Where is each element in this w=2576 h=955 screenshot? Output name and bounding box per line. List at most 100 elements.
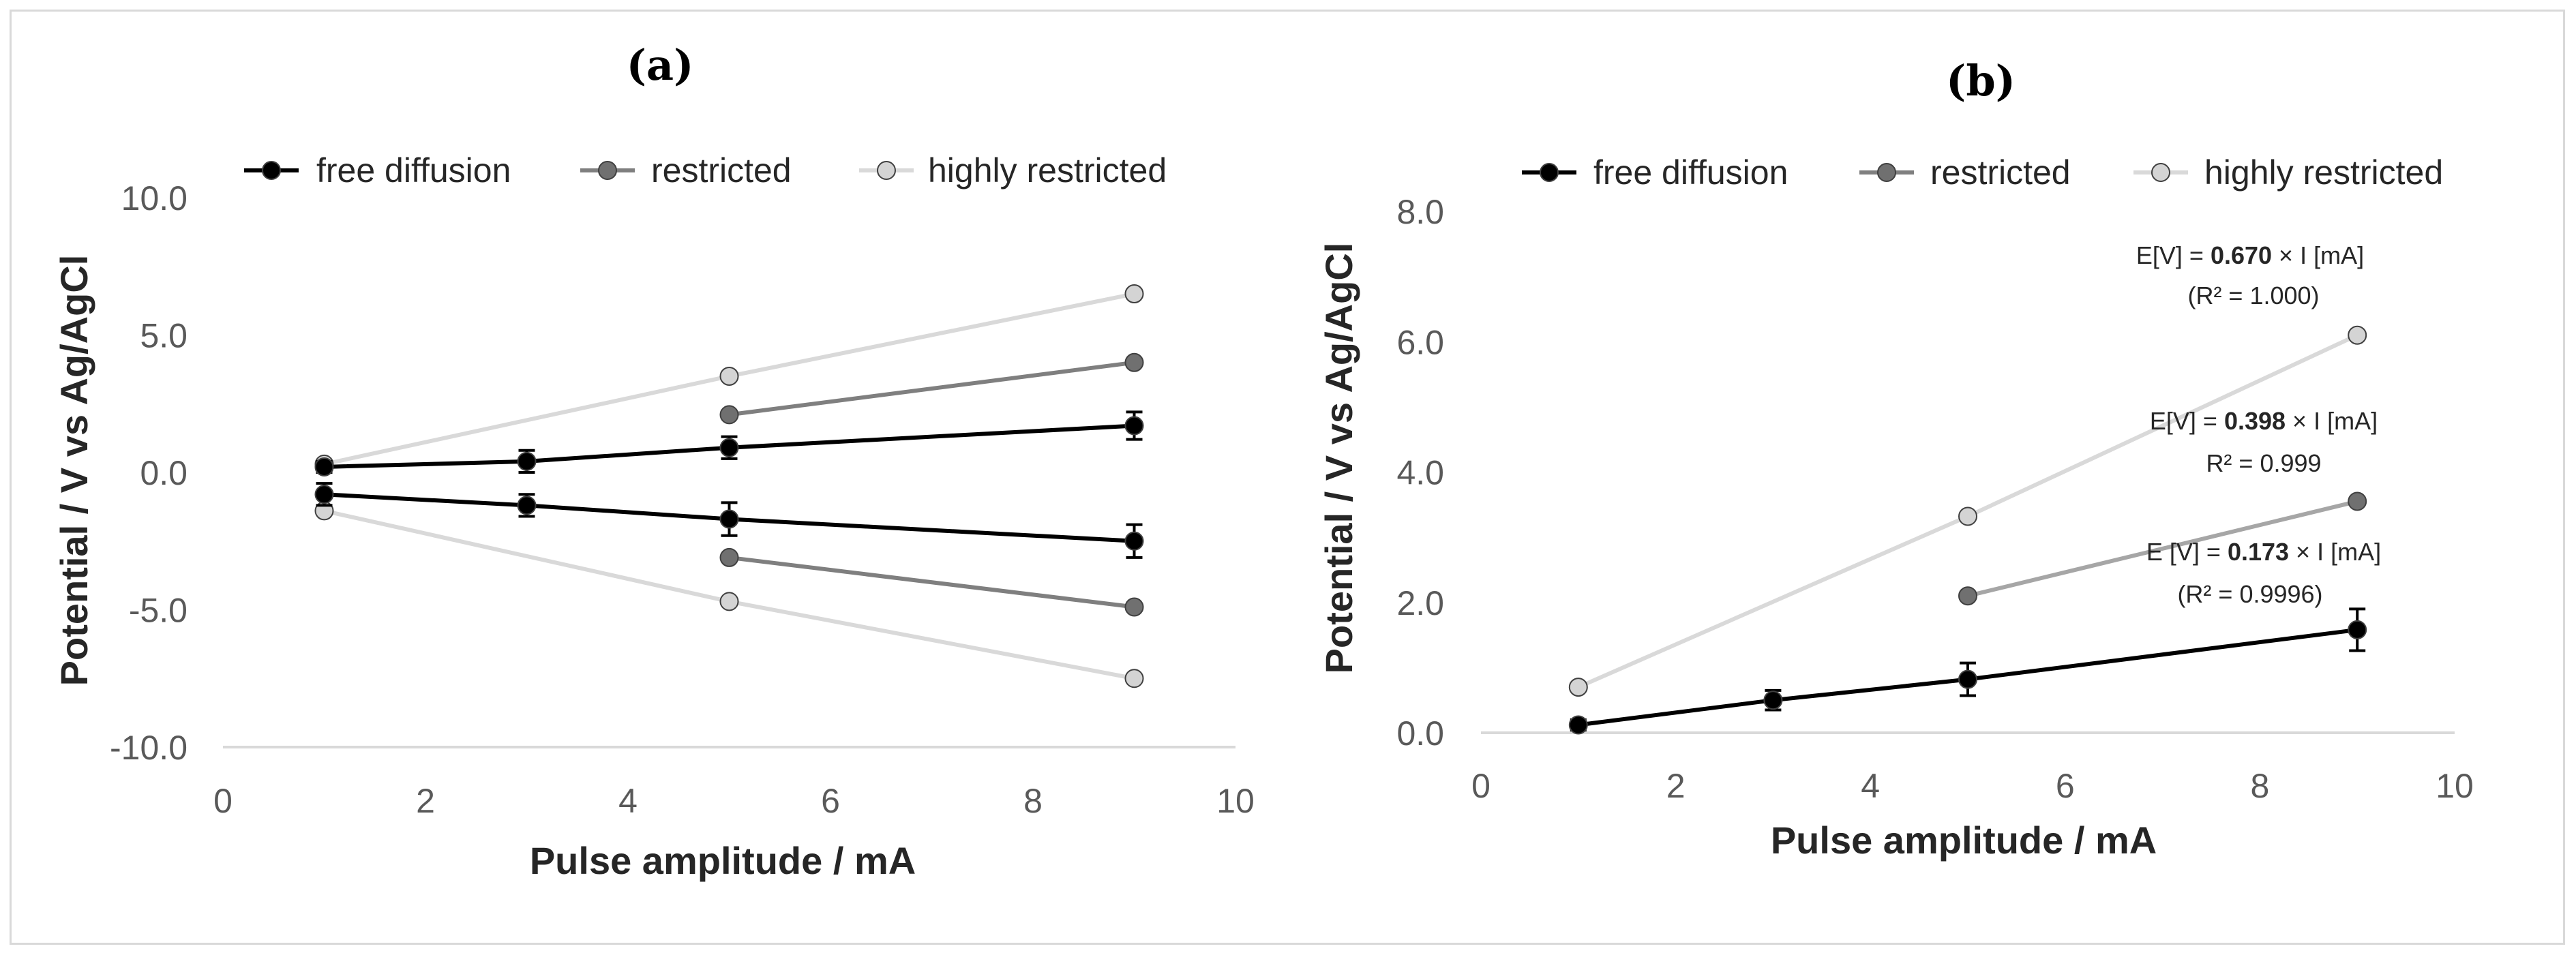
legend-item-free-diffusion: free diffusion — [244, 151, 511, 190]
data-point-highly-restricted-5-1 — [719, 592, 739, 611]
panel-a-x-tick-2: 4 — [618, 782, 638, 820]
panel-a-y-tick-1: 5.0 — [140, 317, 188, 355]
annotation-restricted: E[V] = 0.398 × I [mA] R² = 0.999 — [2150, 407, 2378, 477]
series-restricted-2 — [719, 352, 1144, 425]
data-point-free-diffusion-1-1 — [517, 496, 537, 515]
panel-a-x-tick-labels: 0 2 4 6 8 10 — [213, 782, 1255, 820]
data-point-restricted-3-0 — [719, 547, 739, 567]
panel-b-y-tick-4: 0.0 — [1396, 714, 1444, 753]
data-point-highly-restricted-4-1 — [719, 366, 739, 386]
panel-b-x-tick-5: 10 — [2436, 767, 2474, 805]
data-point-highly-restricted-2-2 — [2348, 325, 2367, 345]
panel-b-y-tick-2: 4.0 — [1396, 454, 1444, 492]
annotation-3-equation: E [V] = 0.173 × I [mA] — [2146, 538, 2381, 566]
panel-a-x-tick-4: 8 — [1023, 782, 1043, 820]
data-point-free-diffusion-1-0 — [314, 485, 334, 504]
panel-b-x-tick-2: 4 — [1861, 767, 1880, 805]
panel-b-x-axis-label: Pulse amplitude / mA — [1771, 819, 2157, 862]
data-point-restricted-1-1 — [2348, 491, 2367, 511]
data-point-free-diffusion-0-2 — [719, 438, 739, 457]
data-point-restricted-2-1 — [1124, 352, 1144, 372]
panel-b-x-tick-1: 2 — [1666, 767, 1686, 805]
legend-label-restricted: restricted — [1930, 153, 2071, 192]
legend-marker-free-diffusion — [1540, 163, 1559, 182]
annotation-2-equation: E[V] = 0.398 × I [mA] — [2150, 407, 2378, 435]
panel-a-x-tick-0: 0 — [213, 782, 233, 820]
data-point-restricted-1-0 — [1958, 586, 1977, 606]
panel-b-y-tick-3: 2.0 — [1396, 584, 1444, 622]
panel-a-y-axis-label: Potential / V vs Ag/AgCl — [53, 255, 95, 686]
annotation-free-diffusion: E [V] = 0.173 × I [mA] (R² = 0.9996) — [2146, 538, 2381, 608]
data-point-free-diffusion-1-3 — [1124, 531, 1144, 551]
data-point-free-diffusion-1-2 — [719, 509, 739, 529]
panel-a-x-tick-3: 6 — [821, 782, 840, 820]
legend-item-restricted: restricted — [1859, 153, 2071, 192]
series-highly-restricted-2 — [1568, 325, 2367, 697]
legend-label-restricted: restricted — [651, 151, 792, 190]
legend-label-free-diffusion: free diffusion — [316, 151, 511, 190]
panel-a-plot-area — [314, 284, 1144, 688]
panel-a-x-axis-label: Pulse amplitude / mA — [530, 839, 916, 882]
annotation-2-r-squared: R² = 0.999 — [2206, 449, 2321, 477]
annotation-1-equation: E[V] = 0.670 × I [mA] — [2136, 241, 2364, 269]
data-point-highly-restricted-2-0 — [1568, 678, 1588, 697]
data-point-free-diffusion-0-3 — [2348, 620, 2367, 639]
series-restricted-3 — [719, 547, 1144, 617]
series-free-diffusion-1 — [314, 482, 1144, 559]
legend-marker-highly-restricted — [877, 161, 896, 180]
data-point-highly-restricted-2-1 — [1958, 506, 1977, 526]
annotation-3-r-squared: (R² = 0.9996) — [2177, 580, 2322, 608]
panel-b-label: (b) — [1946, 56, 2016, 106]
panel-a-y-tick-labels: 10.0 5.0 0.0 -5.0 -10.0 — [110, 179, 188, 767]
figure-frame — [10, 10, 2565, 945]
panel-b-y-tick-1: 6.0 — [1396, 323, 1444, 361]
series-restricted-1 — [1958, 491, 2367, 606]
legend-item-free-diffusion: free diffusion — [1522, 153, 1788, 192]
panel-b-x-tick-0: 0 — [1471, 767, 1491, 805]
series-line-free-diffusion-1 — [324, 492, 1135, 543]
series-free-diffusion-0 — [1568, 607, 2367, 735]
series-line-restricted-3 — [729, 555, 1135, 609]
panel-a-y-tick-2: 0.0 — [140, 454, 188, 492]
data-point-free-diffusion-0-1 — [517, 451, 537, 471]
data-point-free-diffusion-0-1 — [1763, 691, 1783, 710]
panel-a-x-tick-1: 2 — [416, 782, 435, 820]
data-point-free-diffusion-0-0 — [1568, 715, 1588, 735]
legend-item-highly-restricted: highly restricted — [2133, 153, 2443, 192]
panel-a-x-tick-5: 10 — [1216, 782, 1255, 820]
data-point-free-diffusion-0-3 — [1124, 416, 1144, 436]
panel-b-legend: free diffusion restricted highly restricte… — [1522, 153, 2443, 192]
data-point-restricted-3-1 — [1124, 597, 1144, 617]
panel-a-y-tick-3: -5.0 — [129, 592, 188, 630]
data-point-highly-restricted-5-2 — [1124, 669, 1144, 688]
annotation-1-r-squared: (R² = 1.000) — [2187, 282, 2319, 309]
legend-label-free-diffusion: free diffusion — [1593, 153, 1788, 192]
legend-marker-highly-restricted — [2151, 163, 2170, 182]
data-point-free-diffusion-0-0 — [314, 457, 334, 476]
legend-item-restricted: restricted — [580, 151, 792, 190]
series-line-restricted-1 — [1967, 499, 2358, 598]
series-line-free-diffusion-0 — [1578, 627, 2358, 727]
panel-b-x-tick-3: 6 — [2056, 767, 2075, 805]
panel-a-label: (a) — [627, 40, 694, 90]
series-line-free-diffusion-0 — [324, 423, 1135, 469]
panel-b-x-tick-labels: 0 2 4 6 8 10 — [1471, 767, 2474, 805]
panel-b-x-tick-4: 8 — [2250, 767, 2269, 805]
panel-b-y-tick-labels: 8.0 6.0 4.0 2.0 0.0 — [1396, 193, 1444, 753]
panel-b: (b) free diffusion restricted highly restr… — [1317, 56, 2474, 862]
panel-a: (a) free diffusion restricted highly restr… — [53, 40, 1255, 882]
data-point-highly-restricted-4-2 — [1124, 284, 1144, 304]
panel-b-y-axis-label: Potential / V vs Ag/AgCl — [1317, 243, 1360, 674]
annotation-highly-restricted: E[V] = 0.670 × I [mA] (R² = 1.000) — [2136, 241, 2364, 309]
legend-marker-restricted — [598, 161, 617, 180]
legend-marker-restricted — [1877, 163, 1896, 182]
legend-item-highly-restricted: highly restricted — [859, 151, 1167, 190]
legend-marker-free-diffusion — [262, 161, 281, 180]
panel-a-y-tick-4: -10.0 — [110, 729, 188, 767]
panel-b-plot-area — [1568, 325, 2367, 735]
panel-a-legend: free diffusion restricted highly restricte… — [244, 151, 1167, 190]
panel-a-y-tick-0: 10.0 — [121, 179, 188, 217]
panel-b-y-tick-0: 8.0 — [1396, 193, 1444, 231]
data-point-restricted-2-0 — [719, 405, 739, 425]
